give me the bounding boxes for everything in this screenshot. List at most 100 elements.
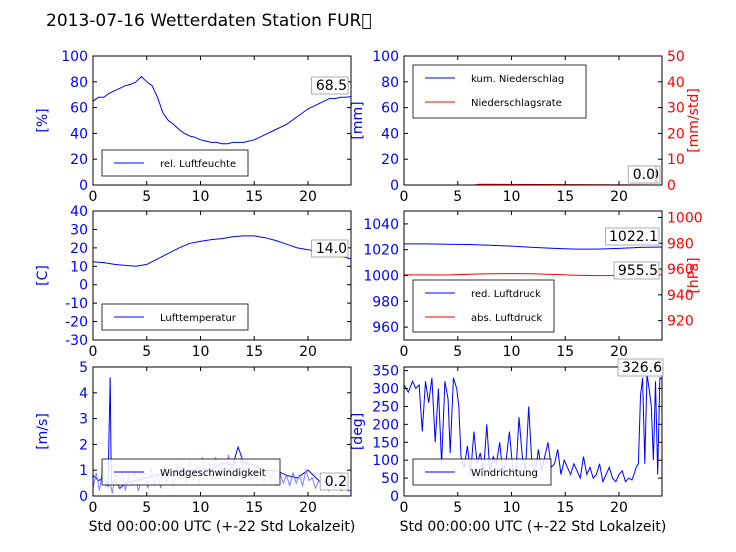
x-tick-label: 10 (192, 189, 210, 205)
x-tick-label: 5 (453, 500, 462, 516)
y-axis-label: [mm] (350, 101, 366, 139)
axes-frame-precip (403, 55, 663, 186)
axes-frame-winddir (403, 366, 663, 497)
y2-tick-label: 30 (667, 101, 685, 117)
series-line-pressure-0 (404, 243, 662, 250)
value-annotation: 14.0 (316, 241, 347, 257)
y-tick-label: 0 (390, 489, 399, 505)
x-tick-label: 10 (192, 500, 210, 516)
value-annotation: 0.2 (325, 474, 347, 490)
axes-frame-wind (92, 366, 352, 497)
x-axis-label: Std 00:00:00 UTC (+-22 Std Lokalzeit) (400, 519, 667, 535)
x-tick-label: 0 (400, 500, 409, 516)
y2-tick-label: 940 (667, 288, 694, 304)
panel-temperature: 0 5 10 15 20 -30 -20 -10 0 10 20 30 40 [C] Lufttempera… (35, 204, 352, 360)
y-tick-label: 3 (79, 412, 88, 428)
y2-tick-label: 10 (667, 152, 685, 168)
y-tick-label: 80 (381, 75, 399, 91)
y2-tick-label: 0 (667, 178, 676, 194)
legend-entry: rel. Luftfeuchte (160, 159, 236, 170)
y-tick-label: 20 (70, 152, 88, 168)
panel-winddir: 0 5 10 15 20050100150200250300350[deg]Windri… (350, 358, 667, 535)
y-tick-label: 60 (381, 101, 399, 117)
y-tick-label: 150 (372, 435, 399, 451)
x-tick-label: 0 (89, 500, 98, 516)
y-tick-label: -20 (65, 315, 88, 331)
legend-entry: Windgeschwindigkeit (160, 468, 266, 479)
series-line-temperature-0 (93, 235, 351, 267)
x-tick-label: 0 (89, 189, 98, 205)
y-axis-label: [%] (35, 108, 51, 132)
x-tick-label: 0 (400, 189, 409, 205)
legend-entry: Niederschlagsrate (471, 98, 562, 109)
y2-tick-label: 40 (667, 75, 685, 91)
x-tick-label: 0 (400, 344, 409, 360)
y-tick-label: 100 (372, 49, 399, 65)
x-tick-label: 20 (299, 344, 317, 360)
legend-precip: kum. Niederschlag Niederschlagsrate (412, 64, 587, 119)
value-annotation: 1022.1 (609, 229, 658, 245)
x-tick-label: 5 (453, 189, 462, 205)
y-tick-label: 4 (79, 386, 88, 402)
value-annotation: 68.5 (316, 78, 347, 94)
legend-wind: Windgeschwindigkeit (101, 458, 281, 486)
x-tick-label: 15 (245, 344, 263, 360)
x-tick-label: 10 (503, 189, 521, 205)
x-tick-label: 5 (142, 189, 151, 205)
x-tick-label: 10 (503, 500, 521, 516)
value-annotation: 0.0 (633, 167, 655, 183)
legend-humidity: rel. Luftfeuchte (101, 149, 249, 177)
y-tick-label: 2 (79, 437, 88, 453)
x-tick-label: 15 (556, 344, 574, 360)
y-tick-label: 50 (381, 471, 399, 487)
y-tick-label: 0 (390, 178, 399, 194)
y-tick-label: 960 (372, 320, 399, 336)
y-axis-label: [m/s] (35, 413, 51, 450)
y-axis-label: [deg] (350, 413, 366, 450)
x-tick-label: 15 (245, 500, 263, 516)
x-tick-label: 20 (610, 189, 628, 205)
panel-wind: 0 5 10 15 20 0 1 2 3 4 5 [m/s] Windgeschwindigkeit 0.… (35, 360, 355, 535)
x-axis-label: Std 00:00:00 UTC (+-22 Std Lokalzeit) (89, 519, 356, 535)
legend-entry: Windrichtung (471, 468, 538, 479)
y-tick-label: 20 (70, 241, 88, 257)
y2-axis-label: [mm/std] (686, 88, 702, 153)
legend-entry: Lufttemperatur (160, 313, 237, 324)
x-tick-label: 20 (610, 500, 628, 516)
x-tick-label: 15 (556, 189, 574, 205)
y-tick-label: 40 (70, 126, 88, 142)
y-tick-label: 40 (381, 126, 399, 142)
y2-tick-label: 20 (667, 126, 685, 142)
y-tick-label: 80 (70, 75, 88, 91)
y-tick-label: 60 (70, 101, 88, 117)
y-tick-label: 10 (70, 259, 88, 275)
panel-humidity: 0 5 10 15 20 0 20 40 60 80 100 [%] rel. Luftfeuchte 6… (35, 49, 352, 205)
legend-entry: kum. Niederschlag (471, 74, 564, 85)
panel-precip: 0 5 10 15 20 0 20 40 60 80 100 0 10 20 30 40 50 [mm/std] [… (350, 49, 702, 205)
y2-tick-label: 980 (667, 236, 694, 252)
y-tick-label: 200 (372, 417, 399, 433)
y-tick-label: 0 (79, 178, 88, 194)
y-tick-label: 100 (61, 49, 88, 65)
y-axis-label: [C] (35, 265, 51, 286)
axes-frame-temperature (92, 210, 352, 341)
y-tick-label: 0 (79, 489, 88, 505)
axes-frame-humidity (92, 55, 352, 186)
legend-entry: abs. Luftdruck (471, 313, 542, 324)
x-tick-label: 20 (610, 344, 628, 360)
value-annotation: 955.5 (618, 263, 658, 279)
x-tick-label: 5 (142, 344, 151, 360)
legend-winddir: Windrichtung (412, 458, 552, 486)
y-tick-label: 5 (79, 360, 88, 376)
y-tick-label: -10 (65, 296, 88, 312)
x-tick-label: 10 (192, 344, 210, 360)
y-tick-label: 20 (381, 152, 399, 168)
series-line-humidity-0 (93, 75, 351, 145)
legend-pressure: red. Luftdruck abs. Luftdruck (412, 279, 555, 333)
y-tick-label: 40 (70, 204, 88, 220)
y2-tick-label: 920 (667, 314, 694, 330)
y-tick-label: 300 (372, 382, 399, 398)
y-tick-label: 1020 (363, 243, 399, 259)
y-tick-label: 350 (372, 364, 399, 380)
